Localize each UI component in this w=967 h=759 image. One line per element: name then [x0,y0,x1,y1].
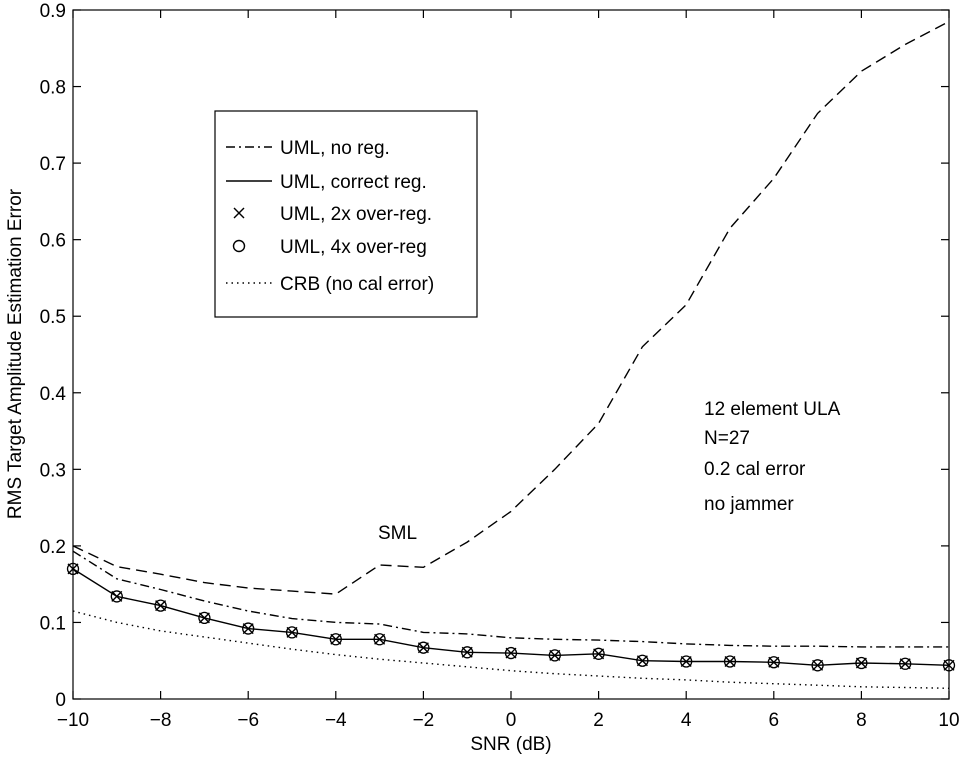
info-annotation: 12 element ULA N=27 0.2 cal error no jam… [704,399,841,515]
x-marker-point [768,656,780,668]
o-marker-point [242,622,255,635]
o-marker-point [373,633,386,646]
x-marker-point [330,633,342,645]
x-tick-label: −10 [57,710,89,731]
x-tick-label: −4 [325,710,347,731]
x-marker-point [461,646,473,658]
x-marker-point [374,633,386,645]
x-marker-point [198,612,210,624]
o-marker-point [504,646,518,660]
x-marker-point [680,655,692,667]
o-marker-point [329,633,342,646]
series-line-dotted [72,610,950,689]
y-tick-label: 0.8 [40,78,66,99]
y-tick-label: 0.4 [40,384,67,405]
y-tick-label: 0.7 [40,154,66,175]
x-marker-point [505,647,517,659]
legend-label: UML, 2x over-reg. [280,204,432,225]
x-marker-point [899,658,911,670]
o-marker-point [723,655,737,668]
o-marker-point [417,641,430,654]
o-marker-point [548,649,561,662]
x-marker-point [943,659,955,671]
o-marker-point [855,656,868,670]
o-marker-point [198,611,211,625]
x-tick-label: 4 [681,710,692,731]
o-marker-point [767,656,780,669]
legend: UML, no reg. UML, correct reg. UML, 2x o… [214,110,478,318]
o-marker-point [461,646,474,659]
y-tick-label: 0.9 [40,1,66,22]
x-marker-point [111,590,123,602]
x-marker-point [417,642,429,654]
o-marker-point [942,659,956,672]
o-marker-point [154,599,167,612]
x-tick-label: −8 [150,710,172,731]
o-marker-point [285,626,299,639]
x-marker-point [593,648,605,660]
x-marker-point [549,649,561,661]
info-line: 0.2 cal error [704,459,806,480]
series-layer [66,20,956,689]
x-axis-label: SNR (dB) [470,734,551,755]
legend-label: UML, correct reg. [280,172,427,193]
legend-box [214,110,478,318]
o-marker-point [66,562,80,576]
x-tick-label: 2 [593,710,604,731]
o-marker-point [636,654,649,667]
x-tick-label: 0 [506,710,517,731]
legend-label: UML, 4x over-reg [280,237,427,258]
legend-label: CRB (no cal error) [280,274,434,295]
o-marker-point [592,647,605,660]
y-tick-label: 0.5 [40,307,66,328]
y-tick-label: 0.2 [40,537,66,558]
ticks-layer: −10 −8 −6 −4 −2 0 2 4 6 8 10 0 0.1 0.2 0.3 0.4 0.5 0.6 0.7… [40,1,960,731]
info-line: N=27 [704,428,750,449]
x-tick-label: 10 [938,710,959,731]
y-tick-label: 0.3 [40,460,66,481]
x-marker-point [812,659,824,671]
info-line: 12 element ULA [704,399,841,420]
o-marker-point [811,659,824,672]
x-tick-label: 6 [769,710,780,731]
legend-swatch-o-marker [232,239,246,253]
series-line-dashdot [72,550,949,648]
x-tick-label: −2 [413,710,435,731]
y-tick-label: 0.1 [40,613,66,634]
info-line: no jammer [704,494,794,515]
o-marker-point [110,590,123,603]
sml-annotation: SML [378,523,417,544]
x-marker-point [155,600,167,612]
x-marker-point [242,623,254,635]
x-tick-label: −6 [237,710,259,731]
x-marker-point [67,563,79,575]
y-axis-label: RMS Target Amplitude Estimation Error [5,188,26,519]
series-line-dashed [72,20,950,595]
y-tick-label: 0.6 [40,231,66,252]
x-marker-point [286,626,298,638]
x-marker-point [636,655,648,667]
o-marker-point [899,657,912,670]
o-marker-point [680,655,693,668]
x-marker-point [724,655,736,667]
x-marker-point [855,657,867,669]
y-tick-label: 0 [55,690,66,711]
legend-swatch-x-marker [233,207,245,219]
legend-label: UML, no reg. [280,138,390,159]
x-tick-label: 8 [856,710,867,731]
